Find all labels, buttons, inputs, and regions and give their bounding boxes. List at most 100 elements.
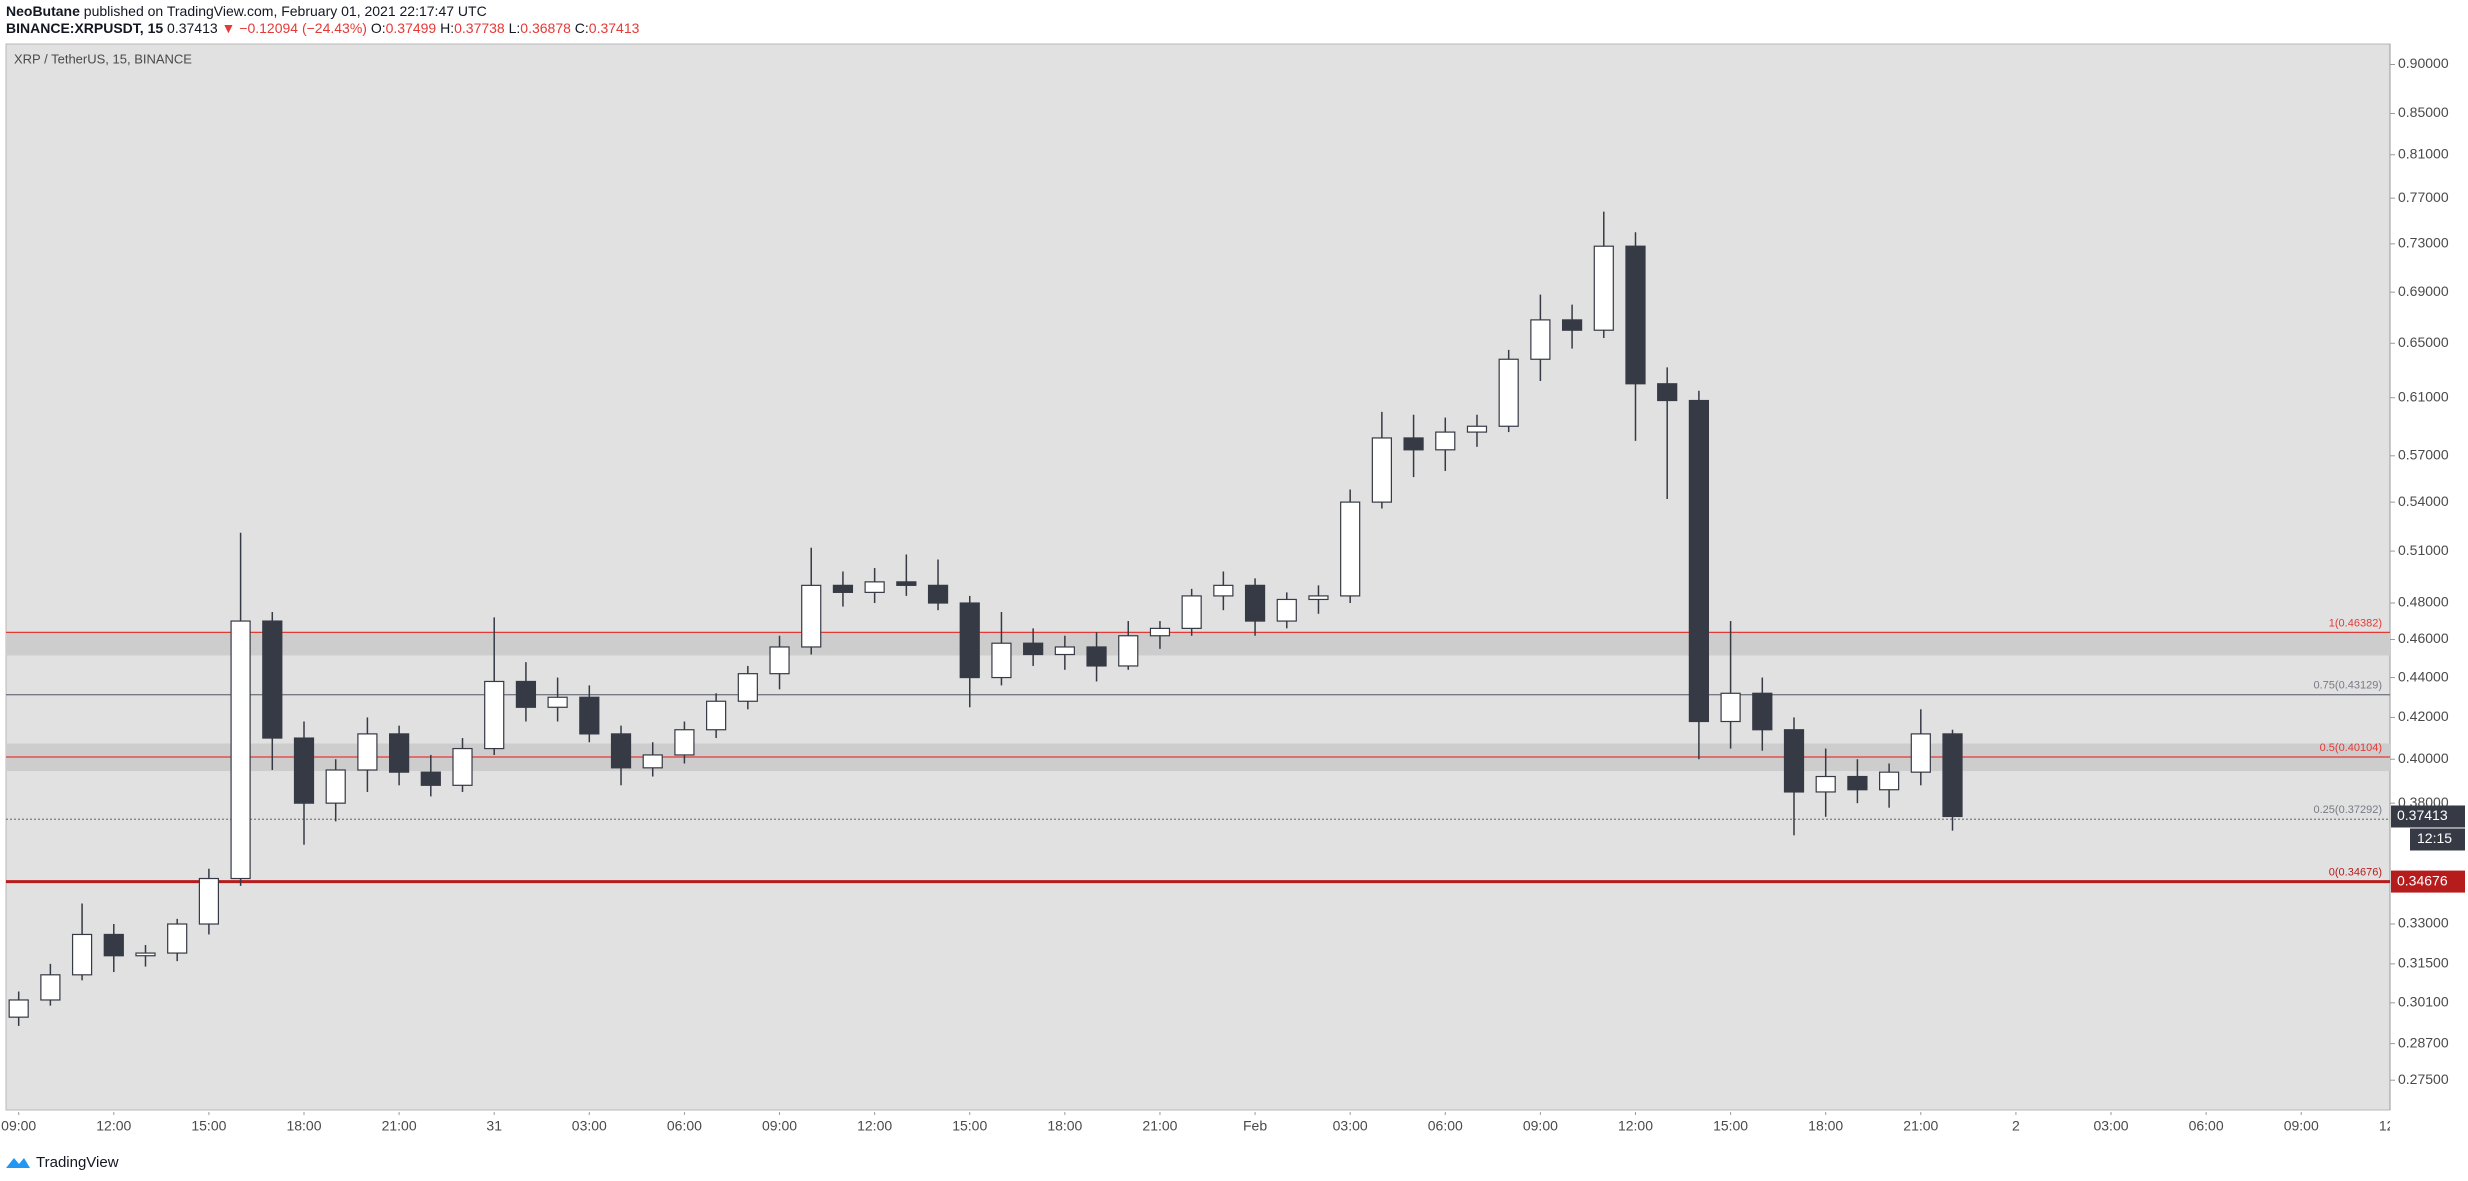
x-tick-label: 06:00 — [2189, 1118, 2224, 1134]
candle-body — [262, 620, 283, 739]
candle-body — [325, 769, 346, 804]
candle-body — [1276, 598, 1297, 622]
y-tick-label: 0.54000 — [2398, 493, 2449, 509]
level-label: 0.25(0.37292) — [2314, 804, 2383, 816]
price-tag — [2391, 805, 2465, 828]
candle-body — [832, 584, 854, 593]
y-tick-label: 0.73000 — [2398, 235, 2449, 251]
countdown-tag — [2410, 828, 2465, 851]
x-tick-label: 09:00 — [1, 1118, 36, 1134]
x-tick-label: 15:00 — [1713, 1118, 1748, 1134]
candle-body — [1371, 437, 1392, 503]
published: published on TradingView.com, February 0… — [84, 3, 487, 19]
y-tick-label: 0.42000 — [2398, 708, 2449, 724]
x-tick-label: 09:00 — [2284, 1118, 2319, 1134]
candle-body — [357, 733, 378, 771]
candle-body — [388, 733, 410, 773]
x-tick-label: 15:00 — [191, 1118, 226, 1134]
x-tick-label: 06:00 — [667, 1118, 702, 1134]
y-tick-label: 0.61000 — [2398, 388, 2449, 404]
y-tick-label: 0.44000 — [2398, 668, 2449, 684]
candle-body — [1181, 595, 1202, 629]
candle-body — [1244, 584, 1266, 622]
price-tag — [2391, 870, 2465, 893]
candle-body — [515, 680, 537, 708]
ohlc-label: L: — [509, 20, 521, 36]
y-tick-label: 0.81000 — [2398, 145, 2449, 161]
candle-body — [1308, 595, 1329, 601]
candle-body — [737, 673, 758, 702]
y-tick-label: 0.51000 — [2398, 542, 2449, 558]
x-tick-label: 2 — [2012, 1118, 2020, 1134]
candle-body — [610, 733, 632, 769]
x-tick-label: 09:00 — [1523, 1118, 1558, 1134]
candle-body — [896, 581, 917, 586]
y-tick-label: 0.65000 — [2398, 334, 2449, 350]
x-tick-label: 18:00 — [286, 1118, 321, 1134]
candle-body — [1054, 646, 1075, 656]
y-tick-label: 0.27500 — [2398, 1071, 2449, 1087]
candle-body — [1942, 733, 1963, 818]
y-tick-label: 0.57000 — [2398, 447, 2449, 463]
candle-body — [769, 646, 790, 675]
candle-body — [1340, 501, 1361, 597]
candle-body — [71, 933, 93, 976]
ohlc-label: O: — [371, 20, 386, 36]
x-tick-label: 21:00 — [1903, 1118, 1938, 1134]
author: NeoButane — [6, 3, 80, 19]
zone — [6, 632, 2390, 656]
candle-body — [801, 584, 822, 648]
candle-body — [1498, 358, 1519, 427]
x-tick-label: 12:00 — [2379, 1118, 2414, 1134]
candle-body — [547, 696, 568, 708]
x-tick-label: 18:00 — [1808, 1118, 1843, 1134]
candle-body — [1625, 245, 1646, 385]
y-tick-label: 0.31500 — [2398, 955, 2449, 971]
candle-body — [1435, 431, 1456, 451]
ohlc-value: 0.37738 — [454, 20, 505, 36]
plot-area — [5, 43, 2391, 1111]
candle-body — [1878, 771, 1900, 791]
x-tick-label: 21:00 — [382, 1118, 417, 1134]
candle-body — [452, 747, 473, 786]
last-price: 0.37413 — [167, 20, 218, 36]
candle-body — [959, 602, 980, 679]
y-tick-label: 0.90000 — [2398, 55, 2449, 71]
footer-logo — [6, 1158, 30, 1168]
x-tick-label: 12:00 — [1618, 1118, 1653, 1134]
price-tag-label: 0.37413 — [2397, 807, 2448, 823]
y-tick-label: 0.69000 — [2398, 283, 2449, 299]
y-tick-label: 0.48000 — [2398, 594, 2449, 610]
x-tick-label: 12:00 — [96, 1118, 131, 1134]
countdown: 12:15 — [2417, 830, 2452, 846]
x-tick-label: 31 — [486, 1118, 502, 1134]
candle-body — [293, 737, 315, 804]
logo — [6, 1158, 30, 1168]
x-tick-label: 03:00 — [2093, 1118, 2128, 1134]
level-label: 1(0.46382) — [2329, 617, 2382, 629]
candle-body — [40, 974, 61, 1001]
candle-body — [230, 620, 251, 880]
price-axis — [2390, 44, 2468, 1110]
candle-body — [1783, 729, 1805, 793]
ohlc-value: 0.37413 — [589, 20, 640, 36]
candle-body — [1847, 775, 1868, 791]
level-label: 0(0.34676) — [2329, 866, 2382, 878]
ohlc-value: 0.36878 — [520, 20, 571, 36]
candle-body — [1023, 642, 1044, 656]
candle-body — [1086, 646, 1107, 667]
x-tick-label: 21:00 — [1142, 1118, 1177, 1134]
candle-body — [1752, 692, 1773, 731]
y-tick-label: 0.28700 — [2398, 1034, 2449, 1050]
y-tick-label: 0.40000 — [2398, 750, 2449, 766]
candle-body — [1910, 733, 1931, 773]
candle-body — [135, 952, 156, 957]
candle-body — [1118, 635, 1139, 667]
candle-body — [1530, 319, 1551, 360]
candle-body — [1403, 437, 1424, 451]
candle-body — [642, 754, 663, 769]
x-tick-label: Feb — [1243, 1118, 1267, 1134]
y-tick-label: 0.46000 — [2398, 630, 2449, 646]
candle-body — [706, 700, 727, 731]
